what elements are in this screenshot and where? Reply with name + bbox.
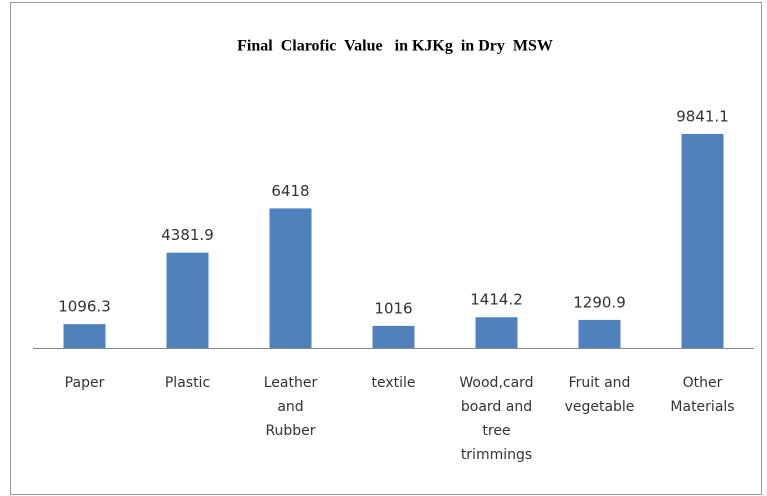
bar <box>372 325 415 348</box>
x-tick-label: Fruit and vegetable <box>564 375 635 415</box>
bar <box>578 319 621 348</box>
bar <box>475 317 518 348</box>
x-tick-label: Other Materials <box>670 375 735 415</box>
value-label: 1016 <box>374 299 412 317</box>
x-tick-label: Plastic <box>164 375 211 391</box>
x-tick-label: Wood,card board and tree trimmings <box>459 375 534 463</box>
value-label: 6418 <box>271 182 309 200</box>
x-tick-label: textile <box>371 375 416 391</box>
bar <box>681 133 724 348</box>
bar <box>63 324 106 348</box>
value-label: 1096.3 <box>58 298 111 316</box>
bar <box>166 252 209 348</box>
x-tick-label: Leather and Rubber <box>263 375 318 439</box>
bar <box>269 208 312 348</box>
chart-frame <box>10 2 762 495</box>
x-tick-label: Paper <box>64 375 105 391</box>
value-label: 1414.2 <box>470 291 523 309</box>
value-label: 9841.1 <box>676 107 729 125</box>
value-label: 4381.9 <box>161 226 214 244</box>
value-label: 1290.9 <box>573 293 626 311</box>
chart-title: Final Clarofic Value in KJKg in Dry MSW <box>237 38 553 55</box>
